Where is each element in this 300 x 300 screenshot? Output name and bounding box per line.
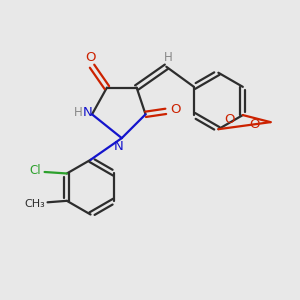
Text: O: O — [224, 113, 235, 126]
Text: N: N — [113, 140, 123, 153]
Text: N: N — [83, 106, 92, 119]
Text: O: O — [170, 103, 181, 116]
Text: O: O — [85, 51, 96, 64]
Text: H: H — [74, 106, 83, 119]
Text: O: O — [249, 118, 260, 131]
Text: H: H — [164, 51, 172, 64]
Text: CH₃: CH₃ — [25, 199, 45, 209]
Text: Cl: Cl — [30, 164, 41, 177]
